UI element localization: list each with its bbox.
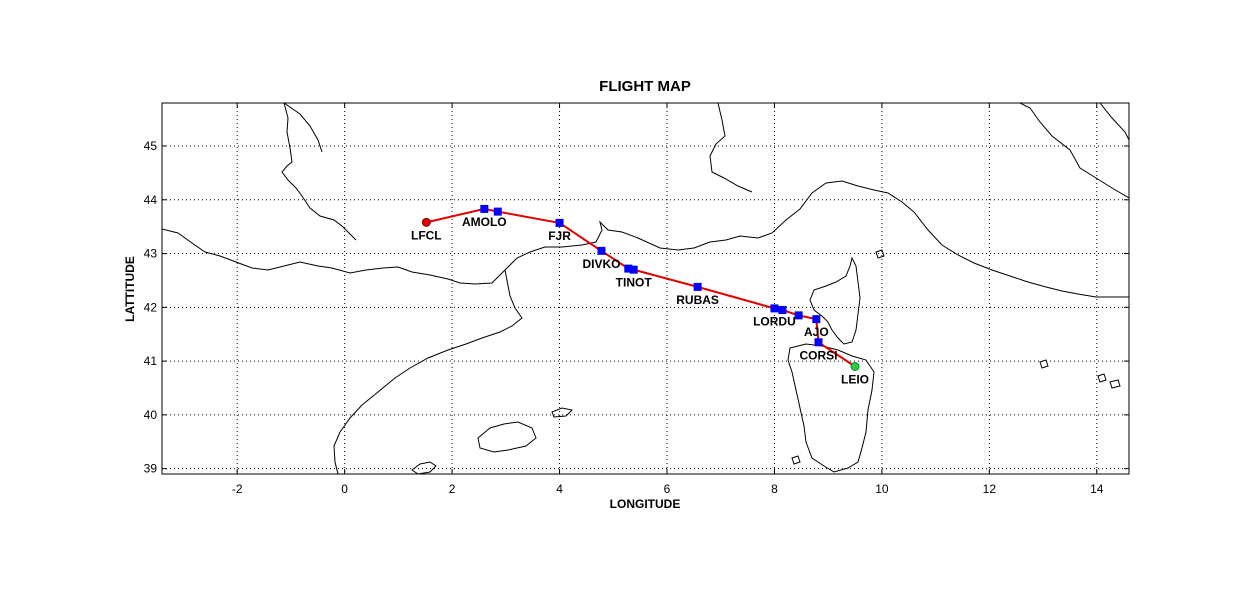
- x-tick-label: 4: [556, 482, 563, 496]
- coastline-adriatic: [1019, 103, 1129, 199]
- waypoint-label-lfcl: LFCL: [411, 228, 442, 242]
- coastline-ibiza: [411, 461, 437, 474]
- plot-frame: [161, 102, 1130, 475]
- coastline-istria: [1099, 103, 1129, 141]
- waypoint-label-ajo: AJO: [804, 325, 829, 339]
- y-tick-label: 42: [144, 300, 158, 314]
- route-start-marker: [421, 217, 431, 227]
- coastline-elba: [875, 249, 885, 259]
- y-axis-ticks: 39 40 41 42 43 44 45: [144, 139, 1129, 476]
- waypoint-markers: [421, 204, 860, 371]
- waypoint-labels: LFCL AMOLO FJR DIVKO TINOT RUBAS LORDU AJO CORSI…: [411, 215, 869, 387]
- route-end-marker: [850, 361, 860, 371]
- y-axis-label: LATTITUDE: [123, 256, 137, 322]
- waypoint-label-lordu: LORDU: [753, 314, 796, 328]
- waypoint-label-corsi: CORSI: [799, 348, 837, 362]
- y-tick-label: 44: [144, 193, 158, 207]
- waypoint-marker: [770, 304, 779, 313]
- waypoint-marker: [629, 265, 638, 274]
- waypoint-marker: [555, 218, 564, 227]
- waypoint-marker: [493, 207, 502, 216]
- waypoint-marker: [778, 306, 787, 315]
- coastline-corsica: [809, 256, 861, 345]
- coastline-iberia-east: [333, 269, 523, 474]
- x-axis-label: LONGITUDE: [610, 497, 681, 511]
- plot-area-background: [162, 103, 1129, 474]
- coastline-balearic-minorca: [551, 407, 574, 418]
- x-tick-label: 8: [771, 482, 778, 496]
- x-tick-label: 6: [664, 482, 671, 496]
- coastline-island-small-4: [1109, 379, 1121, 389]
- chart-title: FLIGHT MAP: [599, 78, 691, 95]
- coastline-atlantic-france: [162, 180, 1129, 298]
- waypoint-marker: [597, 246, 606, 255]
- x-tick-label: -2: [232, 482, 243, 496]
- x-tick-label: 2: [449, 482, 456, 496]
- waypoint-marker: [693, 282, 702, 291]
- x-tick-label: 12: [983, 482, 997, 496]
- coastline-island-small-1: [791, 455, 801, 465]
- waypoint-label-rubas: RUBAS: [676, 293, 719, 307]
- waypoint-label-divko: DIVKO: [582, 257, 620, 271]
- coastline-balearic-majorca: [477, 421, 537, 453]
- waypoint-label-leio: LEIO: [841, 372, 869, 386]
- waypoint-marker: [624, 264, 633, 273]
- coastline-layer: [162, 103, 1129, 474]
- y-tick-label: 41: [144, 354, 158, 368]
- x-tick-label: 10: [875, 482, 889, 496]
- y-tick-label: 45: [144, 139, 158, 153]
- waypoint-label-amolo: AMOLO: [462, 215, 507, 229]
- y-tick-label: 40: [144, 408, 158, 422]
- coastline-italy-north: [709, 103, 753, 193]
- waypoint-marker: [814, 338, 823, 347]
- waypoint-marker: [812, 315, 821, 324]
- waypoint-marker: [794, 311, 803, 320]
- waypoint-label-fjr: FJR: [548, 229, 571, 243]
- coastline-island-small-2: [1097, 373, 1107, 383]
- coastline-island-small-3: [1039, 359, 1049, 369]
- y-tick-label: 43: [144, 247, 158, 261]
- coastline-sardinia: [787, 343, 875, 473]
- y-tick-label: 39: [144, 462, 158, 476]
- coastline-brittany-tip: [283, 103, 323, 153]
- x-axis-ticks: -2 0 2 4 6 8 10 12 14: [232, 103, 1104, 496]
- x-tick-label: 14: [1090, 482, 1104, 496]
- waypoint-label-tinot: TINOT: [616, 276, 653, 290]
- x-tick-label: 0: [341, 482, 348, 496]
- waypoint-marker: [480, 204, 489, 213]
- coastline-bay-of-biscay: [281, 103, 357, 241]
